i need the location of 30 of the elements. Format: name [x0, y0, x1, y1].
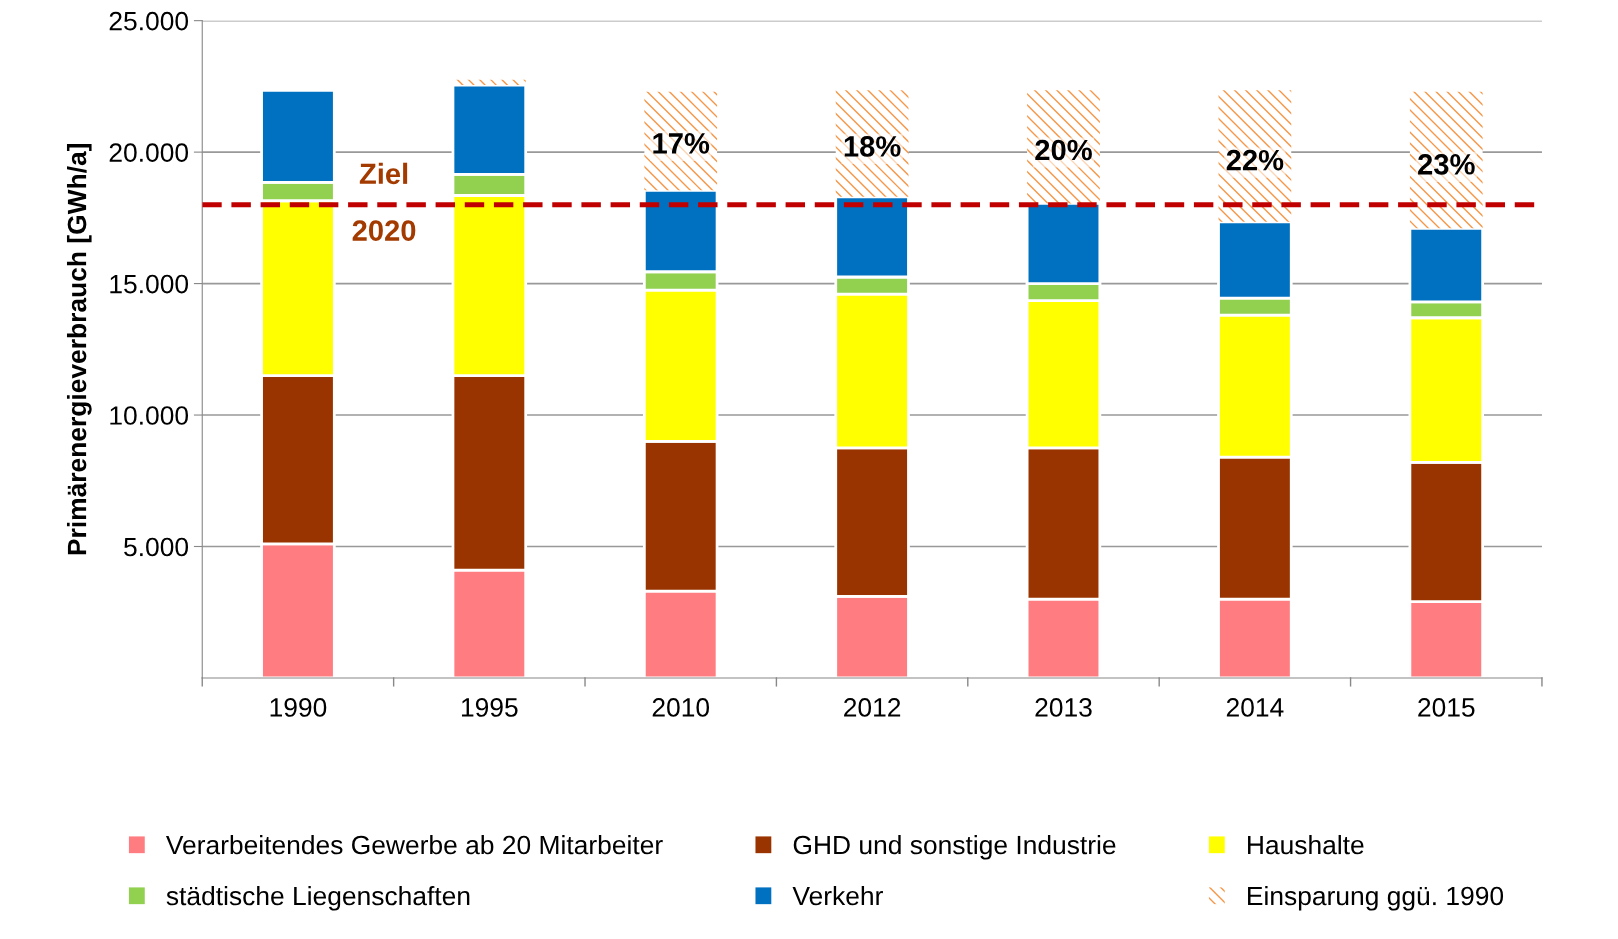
bar	[835, 90, 909, 197]
y-tick-label: 10.000	[110, 406, 189, 425]
y-tick-label: 25.000	[109, 11, 189, 31]
bar	[1409, 91, 1483, 229]
legend-label: städtische Liegenschaften	[166, 885, 470, 911]
legend-label: Haushalte	[1248, 834, 1364, 855]
y-tick-label: 5.000	[124, 537, 189, 557]
bar	[1218, 90, 1292, 222]
bar	[644, 91, 718, 191]
y-tick-label: 15.000	[110, 274, 189, 294]
text: Ziel 2020	[352, 162, 416, 241]
legend-label: Verarbeitendes Gewerbe ab 20 Mitarbeiter	[165, 834, 663, 855]
x-tick-label: 2014	[1226, 698, 1284, 717]
legend-label: GHD und sonstige Industrie	[793, 834, 1116, 860]
annotation: 18%	[844, 136, 901, 157]
legend-label: Einsparung ggü. 1990	[1248, 885, 1504, 911]
x-tick-label: 2010	[652, 698, 710, 717]
y-axis-title: Primärenergieverbrauch [GWh/a]	[66, 144, 92, 555]
annotation: 20%	[1035, 139, 1092, 161]
legend-label: Verkehr	[792, 885, 883, 906]
annotation: 22%	[1226, 149, 1284, 171]
annotation: 23%	[1418, 154, 1475, 175]
x-tick-label: 2012	[844, 698, 901, 717]
x-tick-label: 1990	[270, 698, 327, 717]
y-tick-label: 20.000	[109, 143, 189, 162]
bar	[1027, 90, 1100, 204]
annotation: 17%	[653, 133, 710, 154]
x-tick-label: 2013	[1035, 698, 1092, 717]
x-tick-label: 1995	[461, 698, 518, 717]
x-tick-label: 2015	[1418, 698, 1475, 717]
